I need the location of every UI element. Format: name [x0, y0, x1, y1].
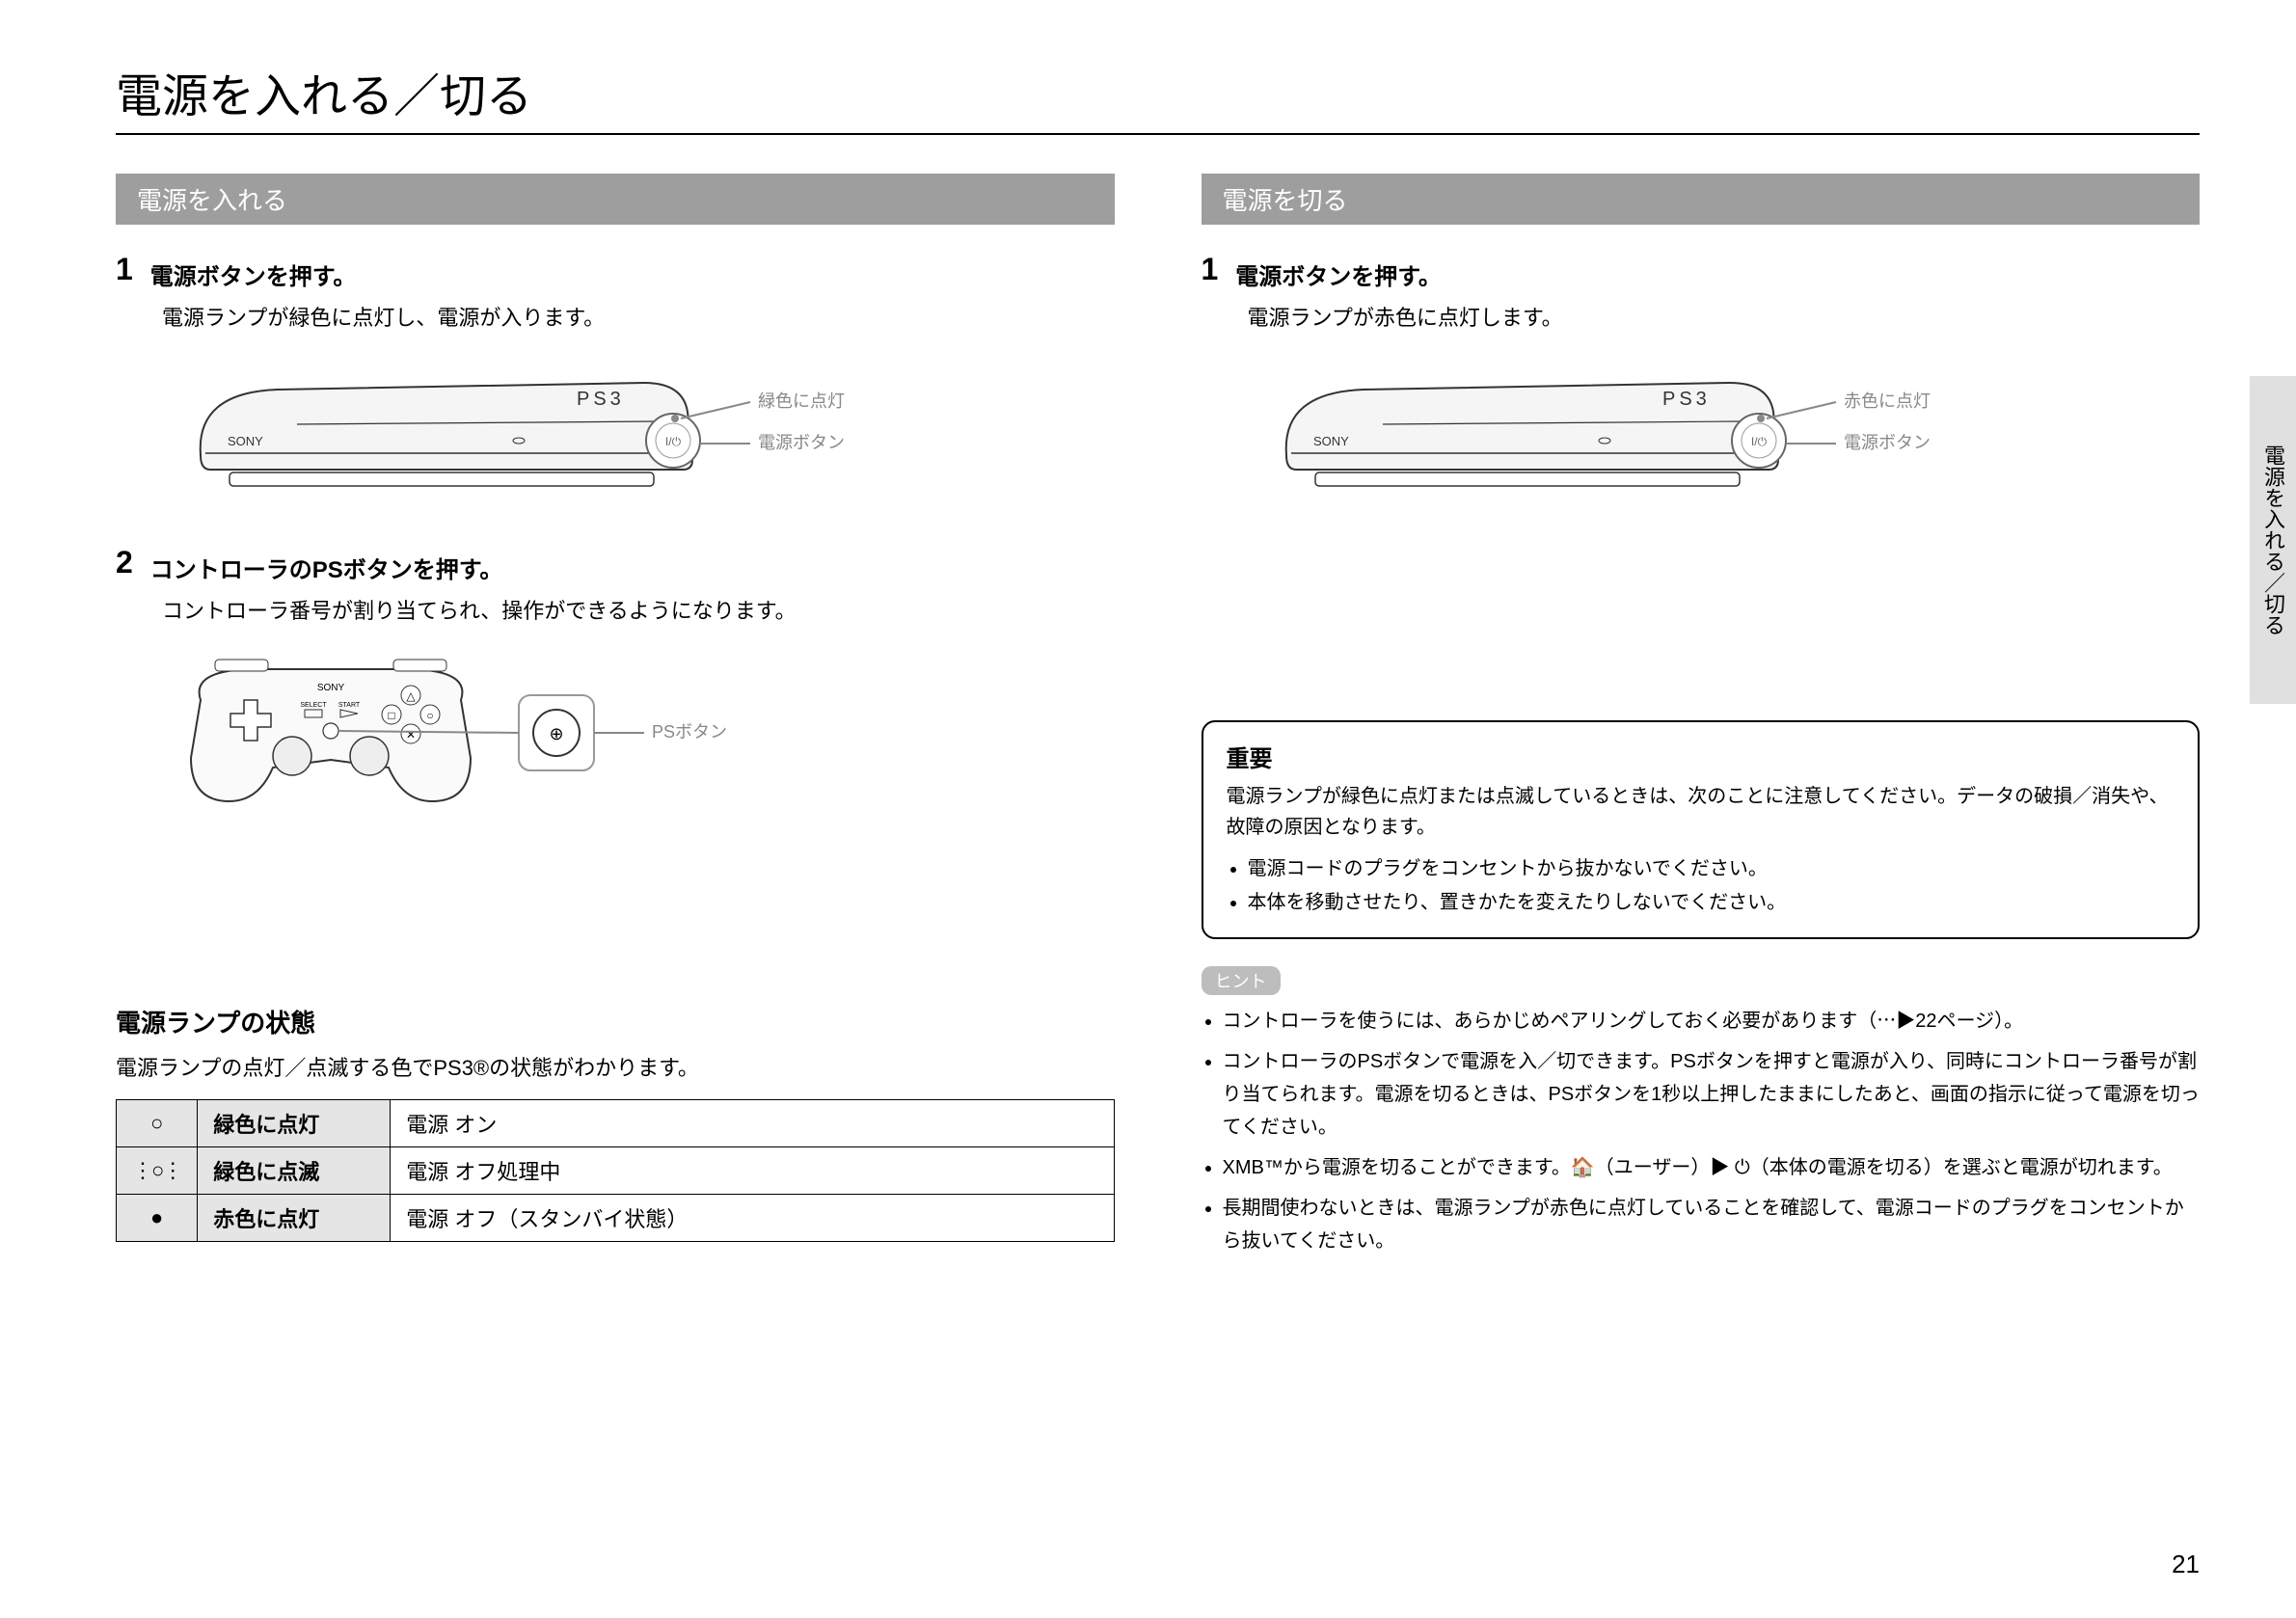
lamp-solid-icon: ○ — [117, 1100, 198, 1147]
lamp-label: 緑色に点滅 — [198, 1147, 391, 1195]
step-desc: コントローラ番号が割り当てられ、操作ができるようになります。 — [162, 594, 1115, 625]
page-title: 電源を入れる／切る — [116, 58, 2200, 125]
hints-section: ヒント コントローラを使うには、あらかじめペアリングしておく必要があります（⋯▶… — [1202, 966, 2201, 1257]
hint-badge: ヒント — [1202, 966, 1281, 995]
title-rule — [116, 133, 2200, 135]
step-1-off: 1 電源ボタンを押す。 — [1202, 254, 2201, 291]
side-tab: 電源を入れる／切る — [2250, 376, 2296, 704]
console-diagram-on: SONY PS3 I/⏻ 緑色に点灯 電源ボタン — [162, 349, 1115, 508]
lamp-subhead: 電源ランプの状態 — [116, 1004, 1115, 1039]
table-row: ⋮○⋮ 緑色に点滅 電源 オフ処理中 — [117, 1147, 1115, 1195]
svg-text:PS3: PS3 — [1662, 389, 1711, 410]
console-diagram-off: SONY PS3 I/⏻ 赤色に点灯 電源ボタン — [1248, 349, 2201, 508]
page-number: 21 — [2172, 1550, 2200, 1579]
step-number: 2 — [116, 547, 133, 584]
important-title: 重要 — [1227, 740, 2175, 773]
hint-item: コントローラのPSボタンで電源を入／切できます。PSボタンを押すと電源が入り、同… — [1223, 1045, 2201, 1144]
step-number: 1 — [116, 254, 133, 291]
svg-text:START: START — [338, 702, 361, 709]
svg-text:I/⏻: I/⏻ — [665, 435, 682, 448]
svg-text:SELECT: SELECT — [300, 702, 327, 709]
svg-text:I/⏻: I/⏻ — [1750, 435, 1767, 448]
step-2-on: 2 コントローラのPSボタンを押す。 — [116, 547, 1115, 584]
callout-power-btn: 電源ボタン — [1844, 433, 1931, 452]
important-box: 重要 電源ランプが緑色に点灯または点滅しているときは、次のことに注意してください… — [1202, 720, 2201, 939]
lamp-solid-icon: ● — [117, 1195, 198, 1242]
lamp-status-table: ○ 緑色に点灯 電源 オン ⋮○⋮ 緑色に点滅 電源 オフ処理中 ● 赤色に点灯… — [116, 1099, 1115, 1242]
left-column: 電源を入れる 1 電源ボタンを押す。 電源ランプが緑色に点灯し、電源が入ります。… — [116, 174, 1115, 1265]
svg-text:□: □ — [388, 709, 394, 722]
step-desc: 電源ランプが緑色に点灯し、電源が入ります。 — [162, 301, 1115, 332]
section-header-on: 電源を入れる — [116, 174, 1115, 225]
table-row: ○ 緑色に点灯 電源 オン — [117, 1100, 1115, 1147]
svg-text:○: ○ — [426, 709, 433, 722]
callout-power-btn: 電源ボタン — [758, 433, 845, 452]
step-desc: 電源ランプが赤色に点灯します。 — [1248, 301, 2201, 332]
callout-red-lit: 赤色に点灯 — [1844, 391, 1931, 411]
svg-text:△: △ — [406, 689, 416, 703]
callout-green-lit: 緑色に点灯 — [758, 391, 845, 411]
hint-item: コントローラを使うには、あらかじめペアリングしておく必要があります（⋯▶22ペー… — [1223, 1005, 2201, 1038]
lamp-subdesc: 電源ランプの点灯／点滅する色でPS3®の状態がわかります。 — [116, 1051, 1115, 1082]
controller-diagram: △ □ ○ ✕ SONY SELECT START ⊕ — [162, 642, 1115, 830]
hint-item: 長期間使わないときは、電源ランプが赤色に点灯していることを確認して、電源コードの… — [1223, 1192, 2201, 1257]
callout-ps-button: PSボタン — [652, 722, 727, 742]
lamp-label: 赤色に点灯 — [198, 1195, 391, 1242]
important-item: 電源コードのプラグをコンセントから抜かないでください。 — [1248, 852, 2175, 880]
lamp-status: 電源 オフ処理中 — [391, 1147, 1114, 1195]
step-title: 電源ボタンを押す。 — [1235, 257, 1442, 291]
step-number: 1 — [1202, 254, 1219, 291]
important-item: 本体を移動させたり、置きかたを変えたりしないでください。 — [1248, 886, 2175, 914]
lamp-status: 電源 オフ（スタンバイ状態） — [391, 1195, 1114, 1242]
step-title: コントローラのPSボタンを押す。 — [150, 551, 503, 584]
svg-text:✕: ✕ — [406, 728, 416, 742]
step-1-on: 1 電源ボタンを押す。 — [116, 254, 1115, 291]
right-column: 電源を切る 1 電源ボタンを押す。 電源ランプが赤色に点灯します。 SONY P… — [1202, 174, 2201, 1265]
svg-text:SONY: SONY — [317, 683, 345, 693]
svg-text:⊕: ⊕ — [549, 724, 563, 743]
svg-text:SONY: SONY — [1313, 434, 1349, 448]
svg-text:SONY: SONY — [228, 434, 263, 448]
section-header-off: 電源を切る — [1202, 174, 2201, 225]
svg-text:PS3: PS3 — [577, 389, 625, 410]
lamp-blink-icon: ⋮○⋮ — [117, 1147, 198, 1195]
lamp-label: 緑色に点灯 — [198, 1100, 391, 1147]
step-title: 電源ボタンを押す。 — [150, 257, 357, 291]
table-row: ● 赤色に点灯 電源 オフ（スタンバイ状態） — [117, 1195, 1115, 1242]
hint-item: XMB™から電源を切ることができます。🏠（ユーザー）▶ ⏻（本体の電源を切る）を… — [1223, 1151, 2201, 1184]
important-text: 電源ランプが緑色に点灯または点滅しているときは、次のことに注意してください。デー… — [1227, 781, 2175, 843]
lamp-status: 電源 オン — [391, 1100, 1114, 1147]
